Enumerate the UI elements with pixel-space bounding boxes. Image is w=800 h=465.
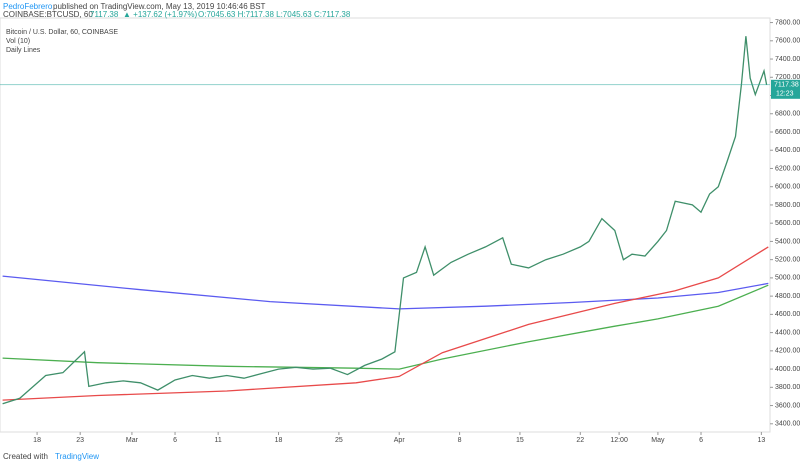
x-tick-label: 12:00 <box>610 437 628 444</box>
footer-brand[interactable]: TradingView <box>55 452 99 461</box>
x-tick-label: 15 <box>516 437 524 444</box>
series-line <box>2 275 769 310</box>
y-tick-label: 5800.00 <box>775 202 800 209</box>
y-tick-label: 6400.00 <box>775 147 800 154</box>
y-tick-label: 5000.00 <box>775 275 800 282</box>
y-tick-label: 3600.00 <box>775 402 800 409</box>
x-tick-label: Apr <box>394 437 406 444</box>
y-tick-label: 7800.00 <box>775 19 800 26</box>
x-tick-label: May <box>651 437 665 444</box>
x-tick-label: 13 <box>757 437 765 444</box>
plot-area <box>0 17 771 433</box>
series-line <box>2 36 768 405</box>
indicator: Vol (10) <box>6 38 30 45</box>
x-tick-label: 25 <box>335 437 343 444</box>
x-tick-label: 18 <box>275 437 283 444</box>
x-tick-label: 11 <box>215 437 222 444</box>
y-tick-label: 3400.00 <box>775 421 800 428</box>
x-tick-label: 6 <box>699 437 703 444</box>
symbol: COINBASE:BTCUSD, 60 <box>3 10 93 19</box>
y-tick-label: 5600.00 <box>775 220 800 227</box>
countdown: 12:23 <box>776 91 794 98</box>
x-tick-label: 18 <box>33 437 41 444</box>
y-tick-label: 4200.00 <box>775 348 800 355</box>
y-tick-label: 4600.00 <box>775 311 800 318</box>
author[interactable]: PedroFebrero <box>3 2 53 11</box>
last-price-box <box>771 79 800 99</box>
y-tick-label: 3800.00 <box>775 384 800 391</box>
last-price-label: 7117.38 <box>774 82 799 89</box>
y-tick-label: 5200.00 <box>775 256 800 263</box>
footer-created: Created with <box>3 452 48 461</box>
y-tick-label: 6200.00 <box>775 165 800 172</box>
series-line <box>2 246 769 401</box>
y-tick-label: 4800.00 <box>775 293 800 300</box>
y-tick-label: 7400.00 <box>775 56 800 63</box>
x-tick-label: 22 <box>576 437 584 444</box>
chart-title: Bitcoin / U.S. Dollar, 60, COINBASE <box>6 29 118 36</box>
indicator: Daily Lines <box>6 47 41 54</box>
x-tick-label: 8 <box>458 437 462 444</box>
y-tick-label: 4400.00 <box>775 329 800 336</box>
y-tick-label: 7600.00 <box>775 38 800 45</box>
y-tick-label: 5400.00 <box>775 238 800 245</box>
y-tick-label: 6800.00 <box>775 111 800 118</box>
last-price-header: 7117.38 <box>90 10 119 19</box>
change: ▲ +137.62 (+1.97%) <box>123 10 198 19</box>
ohlc: O:7045.63 H:7117.38 L:7045.63 C:7117.38 <box>198 10 351 19</box>
series-line <box>2 284 769 370</box>
y-tick-label: 6600.00 <box>775 129 800 136</box>
y-tick-label: 4000.00 <box>775 366 800 373</box>
published: published on TradingView.com, May 13, 20… <box>53 2 266 11</box>
y-tick-label: 6000.00 <box>775 184 800 191</box>
y-tick-label: 7200.00 <box>775 74 800 81</box>
x-tick-label: 6 <box>173 437 177 444</box>
x-tick-label: 23 <box>76 437 84 444</box>
x-tick-label: Mar <box>126 437 139 444</box>
